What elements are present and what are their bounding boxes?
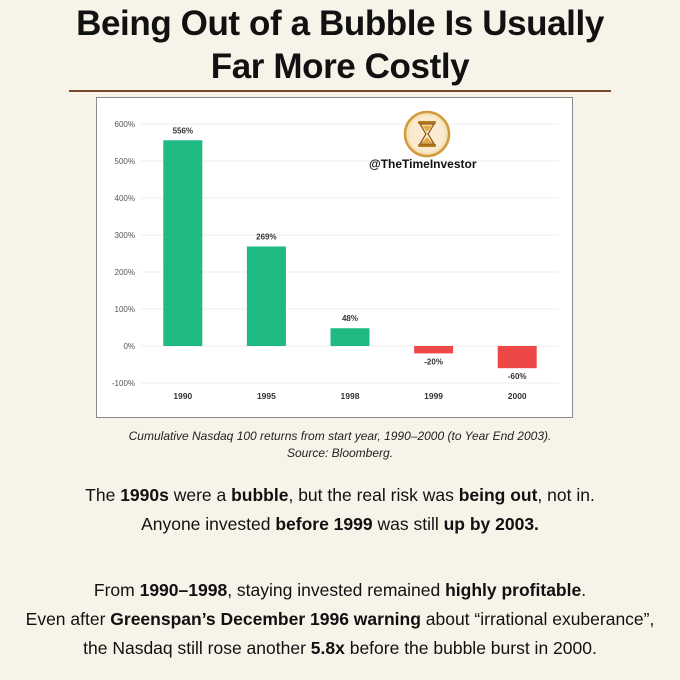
paragraph-2-line-2: Even after Greenspan’s December 1996 war… (0, 605, 680, 634)
page-title: Being Out of a Bubble Is Usually Far Mor… (0, 2, 680, 88)
paragraph-2-line-3: the Nasdaq still rose another 5.8x befor… (0, 634, 680, 663)
x-tick-label: 2000 (508, 391, 527, 401)
paragraph-1-line-2: Anyone invested before 1999 was still up… (0, 510, 680, 539)
y-tick-label: -100% (112, 379, 135, 388)
y-tick-label: 300% (115, 231, 135, 240)
y-tick-label: 0% (123, 342, 135, 351)
chart-frame: -100% 0% 100% 200% 300% 400% 500% 600% 556% 1990 2… (96, 97, 573, 418)
chart-caption: Cumulative Nasdaq 100 returns from start… (0, 428, 680, 462)
text-run: The (85, 485, 121, 505)
bar (330, 328, 370, 346)
paragraph-1-line-1: The 1990s were a bubble, but the real ri… (0, 481, 680, 510)
bar-chart: -100% 0% 100% 200% 300% 400% 500% 600% 556% 1990 2… (112, 120, 559, 401)
bold-text: before 1999 (275, 514, 373, 534)
text-run: the Nasdaq still rose another (83, 638, 311, 658)
paragraph-2: From 1990–1998, staying invested remaine… (0, 576, 680, 663)
bold-text: up by 2003. (443, 514, 539, 534)
y-tick-label: 400% (115, 194, 135, 203)
bar (414, 346, 454, 354)
bold-text: 1990–1998 (139, 580, 228, 600)
watermark-handle: @TheTimeInvestor (369, 157, 477, 171)
y-tick-label: 500% (115, 157, 135, 166)
x-tick-label: 1999 (424, 391, 443, 401)
paragraph-2-line-1: From 1990–1998, staying invested remaine… (0, 576, 680, 605)
x-tick-label: 1995 (257, 391, 276, 401)
text-run: , not in. (537, 485, 595, 505)
bold-text: 5.8x (310, 638, 345, 658)
bold-text: bubble (231, 485, 289, 505)
bold-text: 1990s (120, 485, 169, 505)
title-line-1: Being Out of a Bubble Is Usually (76, 4, 604, 43)
x-tick-label: 1998 (341, 391, 360, 401)
hourglass-logo-icon (403, 110, 451, 158)
text-run: , staying invested remained (227, 580, 446, 600)
text-run: , but the real risk was (288, 485, 459, 505)
text-run: From (93, 580, 140, 600)
bold-text: being out (458, 485, 538, 505)
bar-value-label: -60% (508, 372, 527, 381)
bar-value-label: 269% (256, 232, 276, 241)
text-run: . (581, 580, 587, 600)
bar (246, 246, 286, 346)
y-tick-label: 200% (115, 268, 135, 277)
text-run: about “irrational exuberance”, (420, 609, 655, 629)
y-tick-label: 600% (115, 120, 135, 129)
caption-line-1: Cumulative Nasdaq 100 returns from start… (128, 429, 552, 443)
bold-text: Greenspan’s December 1996 warning (110, 609, 421, 629)
bar-value-label: -20% (424, 357, 443, 366)
y-tick-label: 100% (115, 305, 135, 314)
text-run: was still (372, 514, 444, 534)
text-run: before the bubble burst in 2000. (344, 638, 597, 658)
bar (497, 346, 537, 369)
text-run: Anyone invested (141, 514, 276, 534)
bar (163, 140, 203, 346)
bold-text: highly profitable (445, 580, 582, 600)
title-divider (69, 90, 611, 92)
x-tick-label: 1990 (173, 391, 192, 401)
caption-line-2: Source: Bloomberg. (286, 446, 394, 460)
bar-value-label: 48% (342, 314, 358, 323)
text-run: Even after (25, 609, 111, 629)
bar-value-label: 556% (173, 126, 193, 135)
paragraph-1: The 1990s were a bubble, but the real ri… (0, 481, 680, 539)
text-run: were a (168, 485, 232, 505)
title-line-2: Far More Costly (210, 47, 470, 86)
